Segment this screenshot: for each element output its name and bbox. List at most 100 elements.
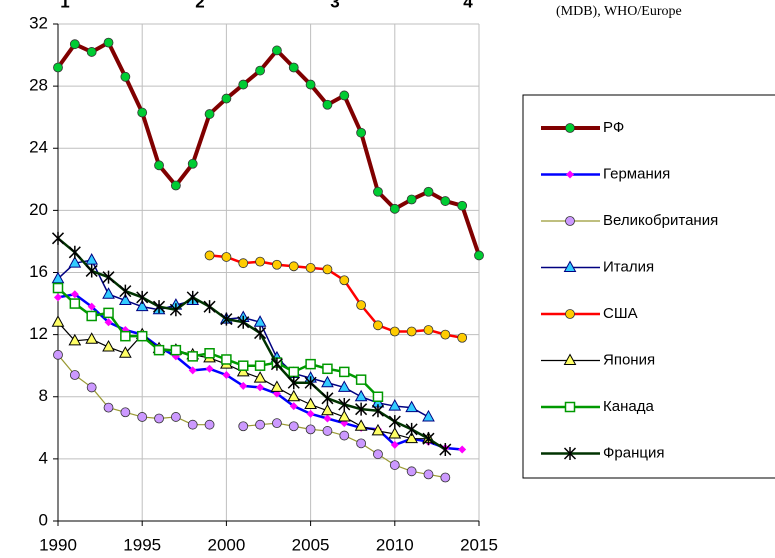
marker — [204, 250, 215, 261]
marker — [356, 438, 367, 449]
marker — [458, 445, 467, 454]
marker — [288, 62, 299, 73]
marker — [137, 412, 148, 422]
y-tick-label: 28 — [29, 76, 48, 95]
marker — [204, 109, 215, 119]
marker — [203, 300, 216, 314]
marker — [305, 79, 316, 90]
marker — [255, 65, 265, 76]
marker — [440, 472, 451, 483]
marker — [137, 107, 148, 118]
legend-label: Германия — [603, 165, 670, 182]
marker — [187, 419, 198, 430]
marker — [51, 315, 65, 327]
marker — [68, 333, 82, 346]
x-tick-label: 2005 — [292, 535, 330, 554]
marker — [388, 415, 401, 429]
marker — [389, 460, 400, 470]
marker — [423, 325, 434, 335]
marker — [405, 431, 418, 444]
y-tick-label: 20 — [29, 200, 48, 219]
marker — [323, 414, 332, 423]
marker — [169, 303, 182, 317]
marker — [204, 348, 215, 359]
marker — [204, 419, 215, 430]
marker — [69, 39, 80, 50]
marker — [321, 375, 334, 388]
marker — [373, 320, 383, 331]
annotation: 2 — [195, 0, 204, 11]
marker — [69, 370, 80, 380]
marker — [406, 194, 417, 205]
marker — [389, 203, 400, 214]
marker — [135, 299, 149, 312]
marker — [102, 287, 115, 299]
marker — [103, 37, 114, 48]
y-tick-label: 8 — [39, 386, 48, 405]
legend-label: Япония — [603, 351, 655, 368]
marker — [270, 380, 284, 392]
marker — [221, 93, 232, 104]
y-tick-label: 24 — [29, 138, 48, 157]
marker — [54, 293, 62, 302]
marker — [566, 170, 574, 179]
marker — [70, 290, 79, 299]
marker — [120, 71, 131, 82]
series — [51, 231, 452, 457]
marker — [120, 330, 131, 342]
marker — [253, 315, 267, 327]
marker — [85, 332, 99, 344]
marker — [187, 158, 198, 169]
marker — [388, 426, 402, 439]
marker — [52, 282, 64, 294]
marker — [221, 252, 232, 262]
marker — [422, 409, 435, 422]
y-tick-label: 16 — [29, 262, 48, 281]
series — [53, 37, 484, 261]
legend-label: РФ — [603, 119, 624, 136]
marker — [253, 371, 267, 383]
marker — [389, 326, 400, 337]
marker — [238, 421, 249, 432]
marker — [187, 351, 198, 362]
marker — [86, 47, 97, 57]
marker — [188, 366, 197, 375]
marker — [254, 326, 267, 340]
marker — [457, 200, 468, 211]
marker — [170, 180, 181, 191]
x-tick-label: 2015 — [460, 535, 498, 554]
marker — [102, 340, 115, 352]
marker — [254, 360, 266, 371]
marker — [255, 256, 265, 267]
marker — [104, 318, 113, 327]
marker — [120, 407, 131, 418]
marker — [272, 418, 282, 429]
marker — [154, 160, 164, 171]
marker — [221, 354, 232, 365]
marker — [423, 469, 434, 480]
marker — [51, 231, 65, 245]
marker — [288, 366, 300, 378]
marker — [69, 298, 81, 309]
legend-label: Канада — [603, 398, 654, 415]
y-tick-label: 4 — [39, 448, 48, 467]
marker — [355, 402, 368, 416]
marker — [440, 196, 451, 206]
marker — [119, 346, 132, 358]
marker — [439, 443, 452, 457]
marker — [563, 447, 577, 460]
marker — [85, 253, 99, 265]
marker — [339, 90, 350, 101]
marker — [86, 310, 97, 322]
series — [204, 250, 468, 343]
marker — [355, 374, 367, 385]
marker — [422, 432, 435, 446]
marker — [136, 290, 149, 304]
marker — [53, 62, 63, 73]
marker — [304, 397, 317, 410]
marker — [68, 256, 82, 268]
marker — [87, 302, 96, 311]
marker — [406, 466, 417, 477]
marker — [337, 380, 351, 392]
legend-label: Италия — [603, 258, 654, 275]
